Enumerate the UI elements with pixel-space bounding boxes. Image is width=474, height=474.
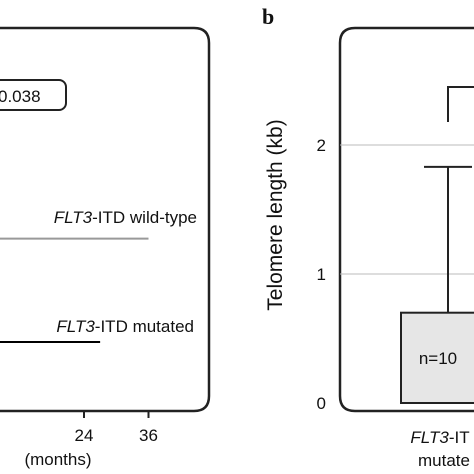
category-label-line2: mutate — [418, 451, 470, 470]
panel-b-y-tick-label-1: 1 — [317, 265, 326, 284]
panel-b-y-ticks: 0 1 2 — [317, 136, 326, 413]
panel-a-x-tick-label-0: 24 — [75, 426, 94, 445]
panel-a-x-ticks: 24 36 — [75, 411, 158, 445]
category-label-rest: -IT — [449, 428, 470, 447]
panel-b-bars: n=10 — [400, 85, 474, 405]
panel-b-frame — [338, 26, 474, 413]
bar-mutated — [400, 311, 474, 405]
panel-b-y-axis-label: Telomere length (kb) — [264, 119, 287, 310]
panel-a-x-tick-label-1: 36 — [139, 426, 158, 445]
pvalue-label: 0.038 — [0, 87, 41, 106]
category-label-italic: FLT3 — [410, 428, 449, 447]
series-label-wild-type-italic: FLT3 — [54, 208, 93, 227]
series-label-wild-type-rest: -ITD wild-type — [92, 208, 197, 227]
category-label-line1: FLT3-IT — [410, 428, 469, 447]
panel-a-x-axis-label: (months) — [24, 450, 91, 469]
series-label-mutated-rest: -ITD mutated — [95, 317, 194, 336]
panel-b-y-tick-label-0: 0 — [317, 394, 326, 413]
panel-b-gridlines — [340, 144, 474, 275]
panel-b-label: b — [262, 4, 274, 29]
pvalue-box — [0, 79, 67, 111]
series-label-mutated: FLT3-ITD mutated — [56, 317, 194, 336]
significance-bracket — [447, 85, 474, 122]
panel-a-frame — [0, 26, 211, 413]
bar-n-label: n=10 — [419, 349, 457, 368]
series-label-mutated-italic: FLT3 — [56, 317, 95, 336]
panel-b-y-tick-label-2: 2 — [317, 136, 326, 155]
series-label-wild-type: FLT3-ITD wild-type — [54, 208, 197, 227]
